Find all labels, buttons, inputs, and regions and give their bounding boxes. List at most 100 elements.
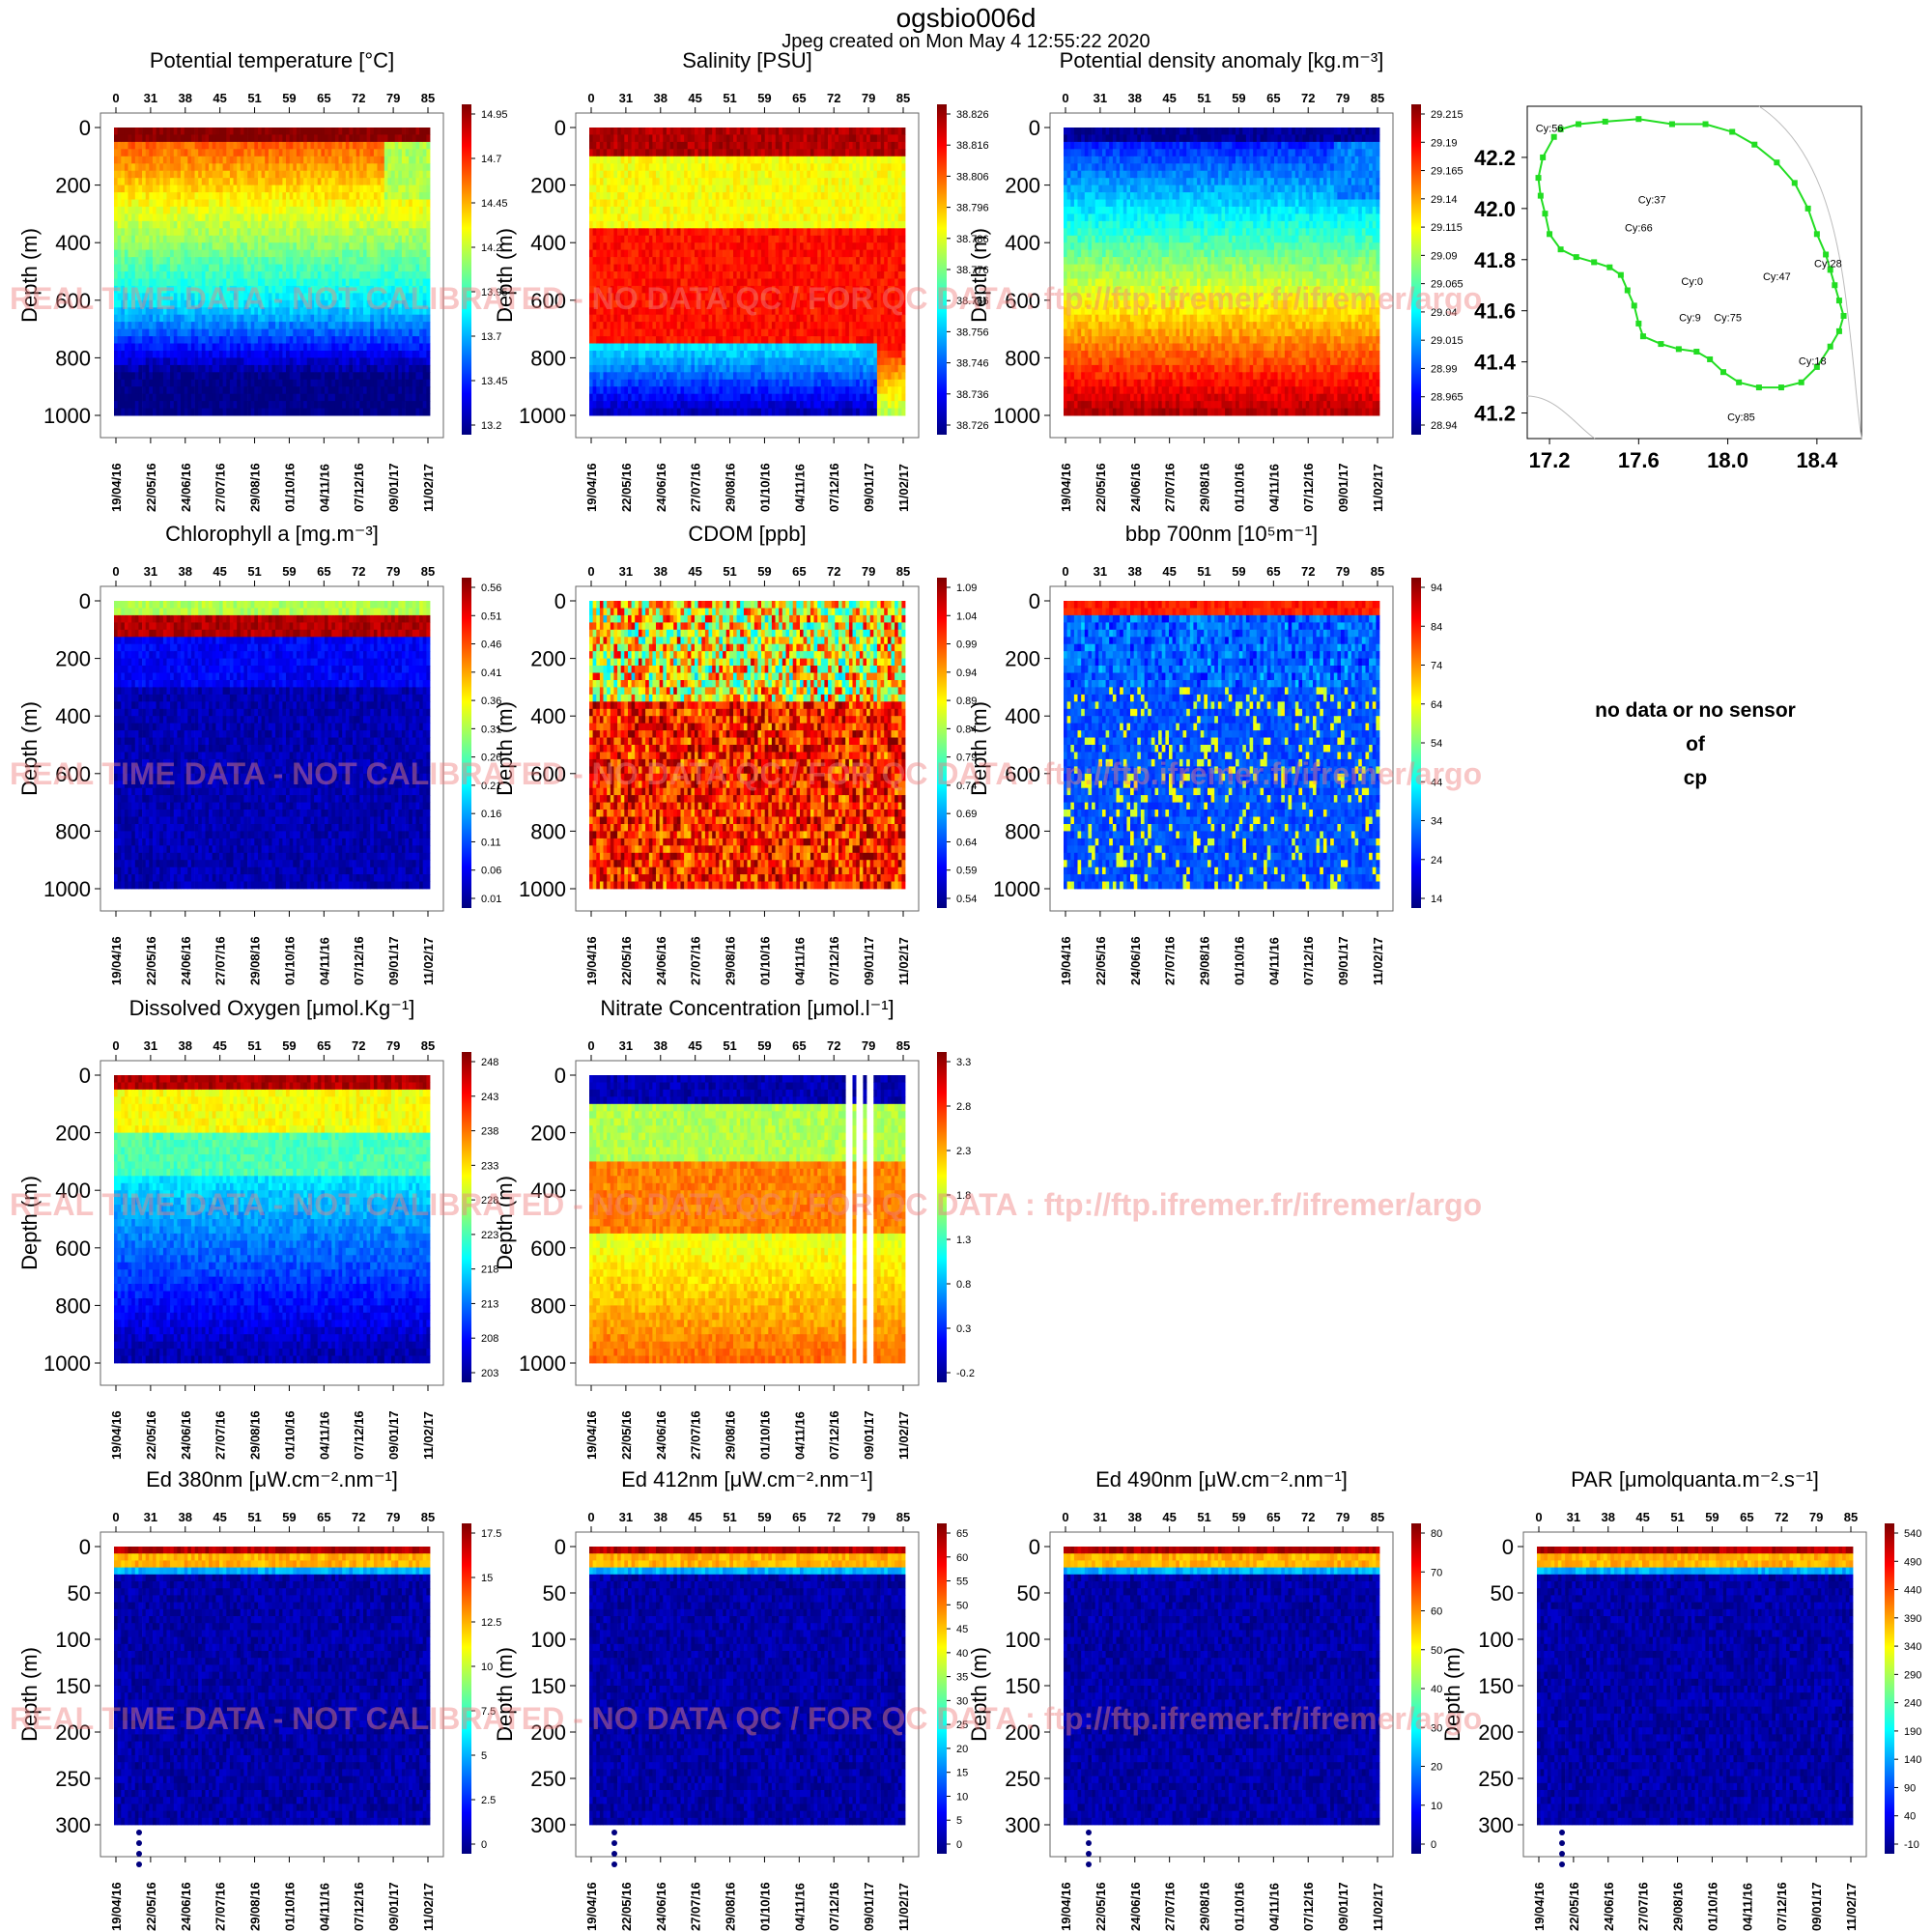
data-cell: [163, 265, 167, 272]
data-cell: [321, 386, 325, 394]
data-cell: [359, 250, 363, 258]
data-cell: [378, 142, 382, 150]
data-cell: [146, 409, 150, 416]
data-cell: [209, 365, 213, 373]
data-cell: [314, 386, 318, 394]
data-cell: [230, 134, 234, 142]
data-cell: [363, 149, 367, 156]
data-cell: [293, 242, 297, 250]
data-cell: [402, 242, 406, 250]
cycle-tick-label: 51: [247, 91, 261, 105]
data-cell: [226, 178, 230, 185]
data-cell: [325, 372, 328, 380]
data-cell: [138, 257, 142, 265]
data-cell: [187, 149, 191, 156]
data-cell: [254, 409, 258, 416]
data-cell: [121, 213, 125, 221]
data-cell: [241, 200, 244, 208]
data-cell: [342, 213, 346, 221]
data-cell: [187, 257, 191, 265]
data-cell: [219, 200, 223, 208]
data-cell: [230, 236, 234, 243]
data-cell: [359, 134, 363, 142]
data-cell: [262, 242, 266, 250]
data-cell: [335, 329, 339, 337]
data-cell: [300, 380, 304, 387]
data-cell: [398, 178, 402, 185]
data-cell: [293, 156, 297, 164]
data-cell: [272, 271, 276, 279]
data-cell: [234, 250, 238, 258]
data-cell: [254, 386, 258, 394]
data-cell: [198, 380, 202, 387]
data-cell: [387, 372, 391, 380]
data-cell: [174, 134, 178, 142]
data-cell: [213, 386, 216, 394]
data-cell: [384, 401, 388, 409]
data-cell: [406, 236, 410, 243]
data-cell: [272, 365, 276, 373]
data-cell: [265, 221, 269, 229]
data-cell: [321, 409, 325, 416]
data-cell: [353, 365, 356, 373]
data-cell: [185, 401, 188, 409]
data-cell: [167, 163, 171, 171]
data-cell: [363, 271, 367, 279]
data-cell: [269, 322, 272, 329]
data-cell: [293, 322, 297, 329]
data-cell: [290, 257, 294, 265]
data-cell: [243, 128, 247, 135]
data-cell: [402, 236, 406, 243]
data-cell: [114, 257, 118, 265]
data-cell: [381, 265, 384, 272]
data-cell: [275, 142, 279, 150]
data-cell: [135, 207, 139, 214]
data-cell: [185, 351, 188, 358]
data-cell: [349, 409, 353, 416]
data-cell: [142, 207, 146, 214]
data-cell: [251, 344, 255, 352]
data-cell: [370, 134, 374, 142]
data-cell: [269, 221, 272, 229]
data-cell: [243, 149, 247, 156]
data-cell: [370, 213, 374, 221]
data-cell: [311, 386, 315, 394]
data-cell: [272, 200, 276, 208]
data-cell: [146, 265, 150, 272]
data-cell: [209, 228, 213, 236]
data-cell: [282, 394, 286, 402]
data-cell: [195, 357, 199, 365]
data-cell: [198, 257, 202, 265]
data-cell: [311, 200, 315, 208]
data-cell: [290, 329, 294, 337]
data-cell: [185, 213, 188, 221]
data-cell: [314, 357, 318, 365]
data-cell: [363, 171, 367, 179]
data-cell: [307, 401, 311, 409]
data-cell: [300, 228, 304, 236]
data-cell: [131, 207, 135, 214]
data-cell: [198, 134, 202, 142]
depth-tick-label: 800: [55, 346, 91, 370]
data-cell: [209, 192, 213, 200]
data-cell: [254, 192, 258, 200]
data-cell: [272, 221, 276, 229]
data-cell: [181, 257, 185, 265]
data-cell: [293, 394, 297, 402]
data-cell: [265, 372, 269, 380]
data-cell: [128, 213, 132, 221]
data-cell: [213, 271, 216, 279]
data-cell: [353, 200, 356, 208]
data-cell: [391, 163, 395, 171]
data-cell: [335, 221, 339, 229]
data-cell: [325, 322, 328, 329]
data-cell: [269, 401, 272, 409]
data-cell: [384, 207, 388, 214]
data-cell: [269, 351, 272, 358]
data-cell: [181, 236, 185, 243]
data-cell: [325, 380, 328, 387]
data-cell: [374, 386, 378, 394]
data-cell: [318, 409, 322, 416]
data-cell: [282, 156, 286, 164]
data-cell: [381, 250, 384, 258]
